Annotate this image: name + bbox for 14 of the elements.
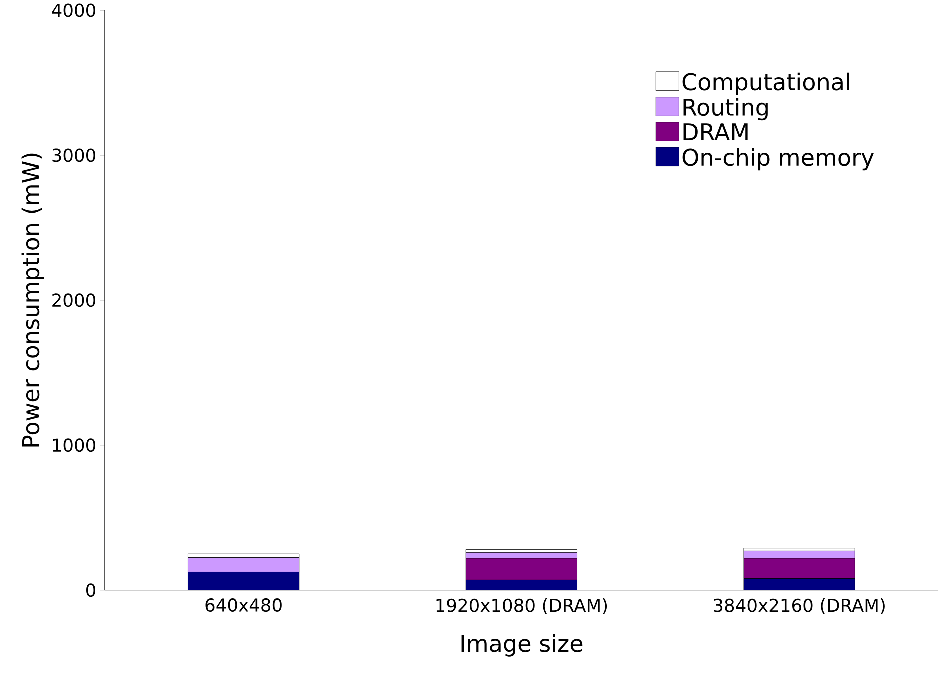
legend-label: On-chip memory xyxy=(682,148,874,171)
x-tick-label: 640x480 xyxy=(206,598,282,612)
legend-label: Routing xyxy=(684,98,768,121)
y-axis-title: Power consumption (mW) xyxy=(22,154,44,447)
y-tick-label: 1000 xyxy=(53,438,96,452)
legend-label: DRAM xyxy=(684,124,748,140)
y-tick-label: 0 xyxy=(86,584,96,598)
y-tick-label: 2000 xyxy=(52,294,96,308)
x-tick-label: 1920x1080 (DRAM) xyxy=(436,598,608,614)
legend-label: Computational xyxy=(682,72,850,96)
y-tick-label: 3000 xyxy=(52,148,96,162)
x-axis-title: Image size xyxy=(462,634,583,657)
x-tick-label: 3840x2160 (DRAM) xyxy=(714,598,885,614)
y-tick-label: 4000 xyxy=(52,4,96,18)
